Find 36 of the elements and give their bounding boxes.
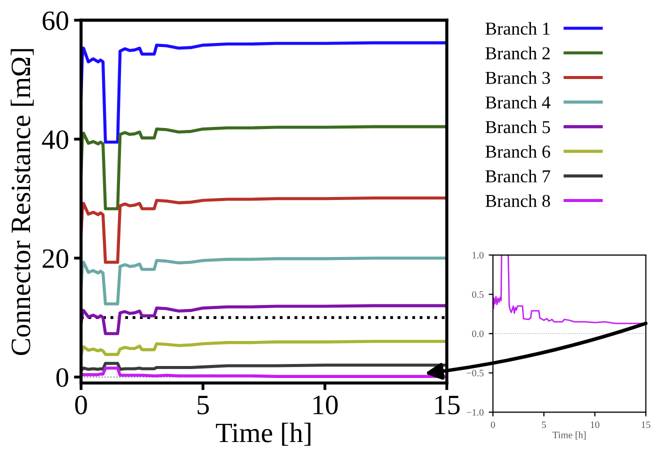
legend-label: Branch 3 [486,71,550,84]
y-axis-title: Connector Resistance [mΩ] [10,49,34,356]
legend-label: Branch 2 [486,46,550,60]
legend-label: Branch 6 [486,145,550,158]
x-tick-label: 5 [542,422,546,428]
x-tick-label: 15 [642,422,650,428]
line-series [81,362,447,373]
x-tick-label: 5 [198,396,209,414]
x-axis-title: Time [h] [552,431,586,440]
line-series [81,125,447,210]
x-axis-title: Time [h] [216,422,310,446]
legend-label: Branch 8 [486,194,550,208]
line-series [81,196,447,264]
legend-label: Branch 4 [486,96,550,109]
line-series [81,256,447,306]
line-series [81,304,447,336]
y-tick-label: −0.5 [466,370,484,376]
legend-label: Branch 7 [486,170,550,182]
x-tick-label: 0 [75,396,87,414]
line-series [81,366,447,378]
line-series [81,340,447,358]
x-tick-label: 0 [490,421,495,428]
y-tick-label: 0 [56,368,68,387]
y-tick-label: 40 [42,130,68,150]
x-tick-label: 10 [590,421,600,428]
x-tick-label: 10 [313,396,338,414]
y-tick-label: −1.0 [466,409,484,416]
y-tick-label: 20 [42,249,68,268]
y-tick-label: 0.5 [472,291,484,298]
y-tick-label: 0.0 [472,330,484,338]
legend-label: Branch 1 [486,22,550,35]
line-series [81,41,447,144]
y-tick-label: 1.0 [472,252,484,259]
legend-label: Branch 5 [486,120,550,134]
x-tick-label: 15 [435,396,460,414]
y-tick-label: 60 [42,11,68,30]
